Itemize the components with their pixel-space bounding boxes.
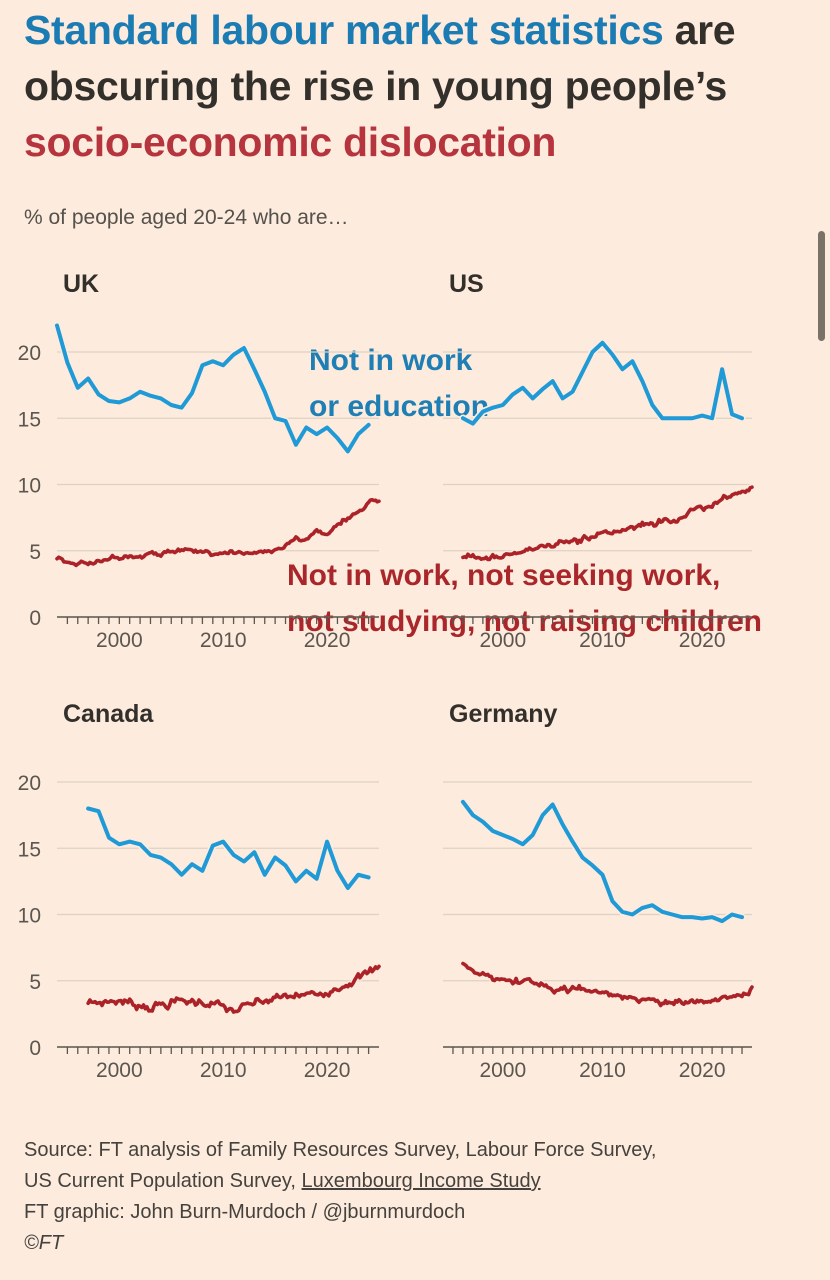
svg-text:10: 10 (18, 475, 41, 498)
svg-text:2010: 2010 (579, 629, 626, 652)
svg-text:2020: 2020 (679, 1059, 726, 1082)
svg-text:20: 20 (18, 772, 41, 795)
svg-text:15: 15 (18, 408, 41, 431)
svg-text:2010: 2010 (200, 1059, 247, 1082)
svg-text:2000: 2000 (479, 629, 526, 652)
svg-text:5: 5 (29, 971, 41, 994)
svg-text:2020: 2020 (304, 1059, 351, 1082)
svg-text:2020: 2020 (304, 629, 351, 652)
svg-text:5: 5 (29, 541, 41, 564)
svg-text:2010: 2010 (579, 1059, 626, 1082)
svg-text:2000: 2000 (96, 629, 143, 652)
svg-text:15: 15 (18, 838, 41, 861)
svg-text:2000: 2000 (479, 1059, 526, 1082)
svg-text:20: 20 (18, 342, 41, 365)
svg-text:0: 0 (29, 607, 41, 630)
svg-text:2000: 2000 (96, 1059, 143, 1082)
svg-text:10: 10 (18, 905, 41, 928)
svg-text:2010: 2010 (200, 629, 247, 652)
svg-text:0: 0 (29, 1037, 41, 1060)
svg-text:2020: 2020 (679, 629, 726, 652)
